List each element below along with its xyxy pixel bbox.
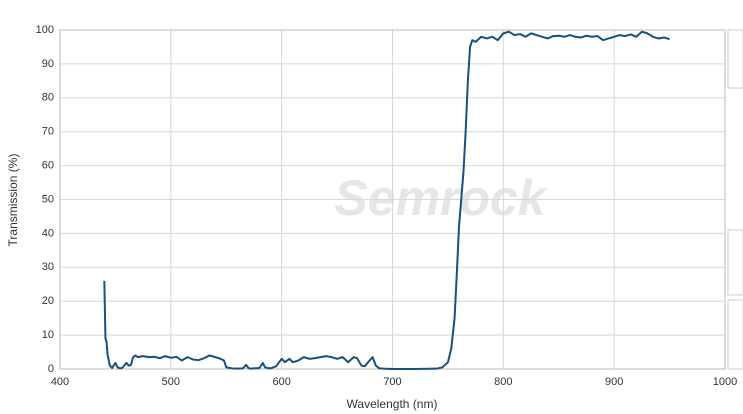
y-tick-label: 50 [42, 193, 54, 205]
x-tick-label: 900 [605, 376, 623, 388]
x-tick-label: 400 [51, 376, 69, 388]
x-tick-label: 700 [383, 376, 401, 388]
y-tick-label: 20 [42, 295, 54, 307]
x-tick-label: 800 [494, 376, 512, 388]
y-tick-label: 100 [36, 24, 54, 36]
x-tick-label: 600 [272, 376, 290, 388]
y-tick-label: 70 [42, 126, 54, 138]
x-axis-label: Wavelength (nm) [347, 397, 438, 411]
side-panel [727, 29, 743, 89]
y-tick-label: 90 [42, 58, 54, 70]
watermark: Semrock [334, 170, 547, 226]
x-tick-label: 1000 [713, 376, 737, 388]
side-panel [727, 229, 743, 296]
side-panel [727, 299, 743, 370]
y-tick-label: 10 [42, 329, 54, 341]
y-tick-label: 40 [42, 227, 54, 239]
y-axis-label: Transmission (%) [6, 154, 20, 247]
y-tick-label: 80 [42, 92, 54, 104]
y-tick-label: 60 [42, 160, 54, 172]
y-tick-label: 0 [48, 363, 54, 375]
y-tick-label: 30 [42, 261, 54, 273]
x-tick-label: 500 [162, 376, 180, 388]
data-line [103, 30, 670, 370]
